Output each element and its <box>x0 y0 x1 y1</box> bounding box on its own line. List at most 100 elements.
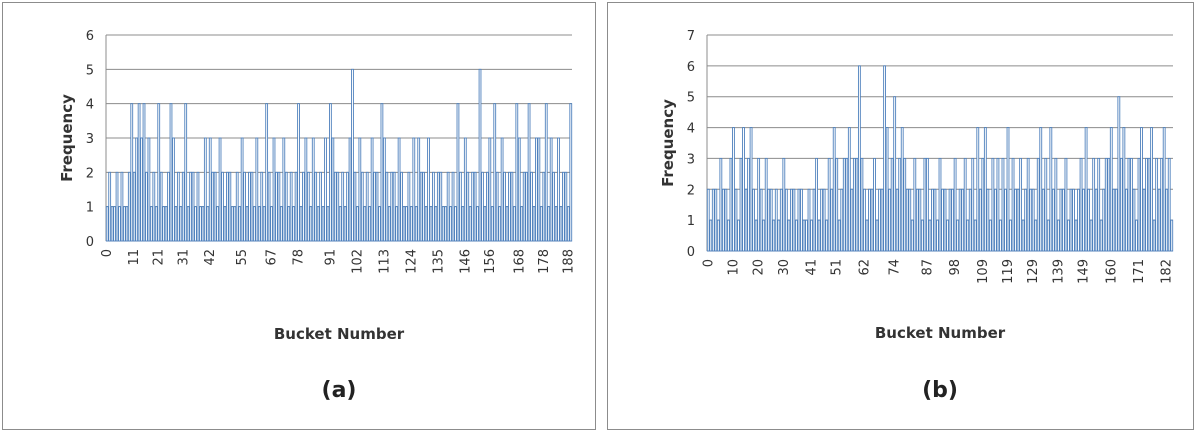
bar <box>392 171 396 242</box>
y-axis-title: Frequency <box>58 94 76 182</box>
bar <box>289 171 293 242</box>
bar <box>913 157 917 252</box>
bar <box>176 171 180 242</box>
bar <box>1147 157 1151 252</box>
bar <box>1119 157 1123 252</box>
bar <box>275 171 278 242</box>
bar <box>490 206 494 242</box>
x-axis-title: Bucket Number <box>875 324 1006 342</box>
bar <box>147 137 151 242</box>
bar <box>405 206 408 242</box>
bar <box>277 171 281 242</box>
bar <box>837 219 841 252</box>
bar <box>925 157 929 252</box>
bar <box>757 157 761 252</box>
bar <box>832 127 836 252</box>
bar <box>764 157 768 252</box>
bar <box>191 171 195 242</box>
bar <box>539 206 543 242</box>
bar <box>716 219 720 252</box>
bar <box>1064 157 1068 252</box>
bar <box>154 206 158 242</box>
bar <box>976 127 980 252</box>
bar <box>257 206 261 242</box>
bar <box>525 171 529 242</box>
bar <box>943 188 947 252</box>
bar <box>1009 219 1012 252</box>
bar <box>343 206 347 242</box>
bar <box>520 206 524 242</box>
bar <box>1132 188 1136 252</box>
bar <box>1089 219 1093 252</box>
y-tick-label: 2 <box>86 166 94 181</box>
bar <box>1004 188 1007 252</box>
bar <box>309 206 313 242</box>
bar <box>530 171 533 242</box>
bar <box>466 171 470 242</box>
bar <box>262 206 266 242</box>
y-tick-label: 6 <box>687 60 695 75</box>
x-tick-label: 113 <box>377 249 392 274</box>
bar <box>549 137 553 242</box>
bar <box>1122 127 1126 252</box>
bar <box>898 157 902 252</box>
x-tick-label: 135 <box>431 249 446 274</box>
bar <box>336 171 340 242</box>
bar <box>1094 188 1098 252</box>
bar <box>463 137 467 242</box>
bar <box>1087 188 1091 252</box>
bar <box>238 206 242 242</box>
bar <box>132 171 136 242</box>
bar <box>1109 127 1113 252</box>
x-tick-label: 74 <box>888 259 903 276</box>
bar <box>287 206 291 242</box>
bar <box>164 206 168 242</box>
bar <box>436 171 440 242</box>
bar <box>125 206 129 242</box>
bar <box>476 206 479 242</box>
bar <box>302 171 305 242</box>
bar <box>1130 157 1133 252</box>
bar <box>240 137 244 242</box>
bar <box>709 219 713 252</box>
bar <box>1140 127 1143 252</box>
bar <box>961 188 965 252</box>
y-tick-label: 5 <box>86 63 94 78</box>
bar <box>478 68 482 242</box>
bar <box>351 68 354 242</box>
bar <box>194 206 197 242</box>
bar <box>885 127 889 252</box>
bar <box>196 171 200 242</box>
y-tick-label: 0 <box>86 235 94 250</box>
y-tick-label: 6 <box>86 29 94 44</box>
x-tick-label: 31 <box>176 249 191 266</box>
bar <box>1041 188 1045 252</box>
bar <box>515 103 519 242</box>
bar <box>739 157 743 252</box>
bar <box>714 188 718 252</box>
bar <box>299 206 303 242</box>
x-tick-label: 156 <box>483 249 498 274</box>
bar <box>737 219 740 252</box>
bar <box>292 206 296 242</box>
bar <box>152 171 156 242</box>
bar <box>167 171 170 242</box>
bar <box>566 206 570 242</box>
figure-caption: (b) <box>922 378 958 403</box>
x-tick-label: 146 <box>458 249 473 274</box>
bar <box>1165 188 1169 252</box>
bar <box>172 137 175 242</box>
bar <box>875 219 879 252</box>
bar <box>159 171 163 242</box>
bar <box>245 206 249 242</box>
bar <box>140 137 143 242</box>
bar <box>994 188 997 252</box>
bar <box>311 137 315 242</box>
bar <box>316 206 320 242</box>
x-tick-label: 98 <box>948 259 963 276</box>
bar <box>845 157 849 252</box>
x-tick-label: 10 <box>726 259 741 276</box>
bar <box>933 188 937 252</box>
bar <box>1021 219 1025 252</box>
bar <box>471 171 475 242</box>
